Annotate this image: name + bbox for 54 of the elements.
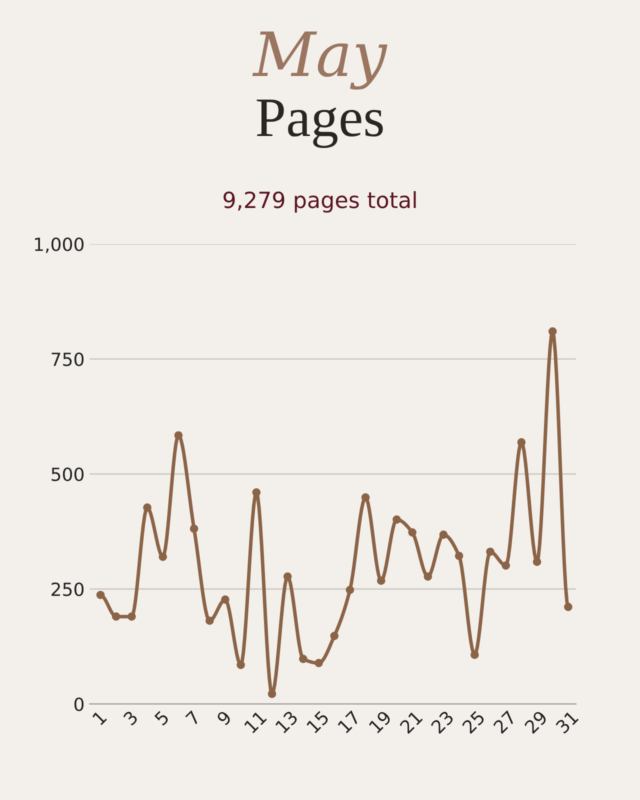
y-tick-label: 0 (74, 697, 84, 712)
y-tick-label: 500 (52, 467, 84, 482)
chart-title: May (252, 31, 388, 90)
x-tick-label: 11 (244, 710, 267, 734)
y-tick-label: 1,000 (35, 237, 84, 253)
point (376, 576, 386, 585)
point (236, 660, 245, 670)
x-tick-label: 25 (462, 710, 486, 734)
point (330, 632, 339, 640)
point (346, 586, 354, 594)
point (502, 561, 510, 570)
y-tick-label: 250 (52, 582, 84, 596)
x-tick-label: 9 (216, 710, 232, 726)
x-tick-label: 17 (337, 710, 361, 734)
point (128, 612, 136, 621)
point (221, 595, 230, 604)
point (112, 612, 120, 621)
point (283, 572, 292, 581)
point (532, 558, 542, 566)
x-tick-label: 21 (399, 710, 423, 734)
point (174, 431, 183, 440)
x-tick-label: 5 (154, 710, 170, 726)
point (408, 528, 416, 537)
x-tick-label: 7 (185, 710, 201, 726)
point (299, 654, 308, 664)
point (314, 658, 323, 668)
chart-subtitle: Pages (256, 100, 383, 148)
point (424, 572, 432, 581)
x-tick-label: 23 (430, 710, 454, 734)
point (158, 552, 168, 561)
point (96, 590, 105, 600)
point (361, 493, 370, 502)
x-tick-label: 1 (92, 710, 107, 726)
point (454, 552, 464, 560)
point (564, 602, 572, 612)
x-tick-label: 3 (122, 710, 138, 726)
x-tick-label: 15 (306, 710, 330, 734)
point (470, 650, 479, 659)
y-tick-label: 750 (52, 352, 84, 366)
point (143, 503, 152, 512)
point (392, 515, 401, 524)
point (548, 327, 557, 336)
x-tick-label: 27 (492, 710, 516, 734)
point (486, 548, 494, 556)
point (517, 438, 526, 446)
point (439, 530, 448, 539)
point (268, 690, 276, 698)
point (205, 616, 214, 625)
text: 9,279 pages total (224, 191, 416, 213)
x-tick-label: 13 (274, 710, 298, 734)
x-tick-label: 19 (368, 710, 392, 734)
x-tick-label: 29 (524, 710, 548, 734)
point (190, 524, 198, 533)
x-tick-label: 31 (555, 710, 579, 734)
